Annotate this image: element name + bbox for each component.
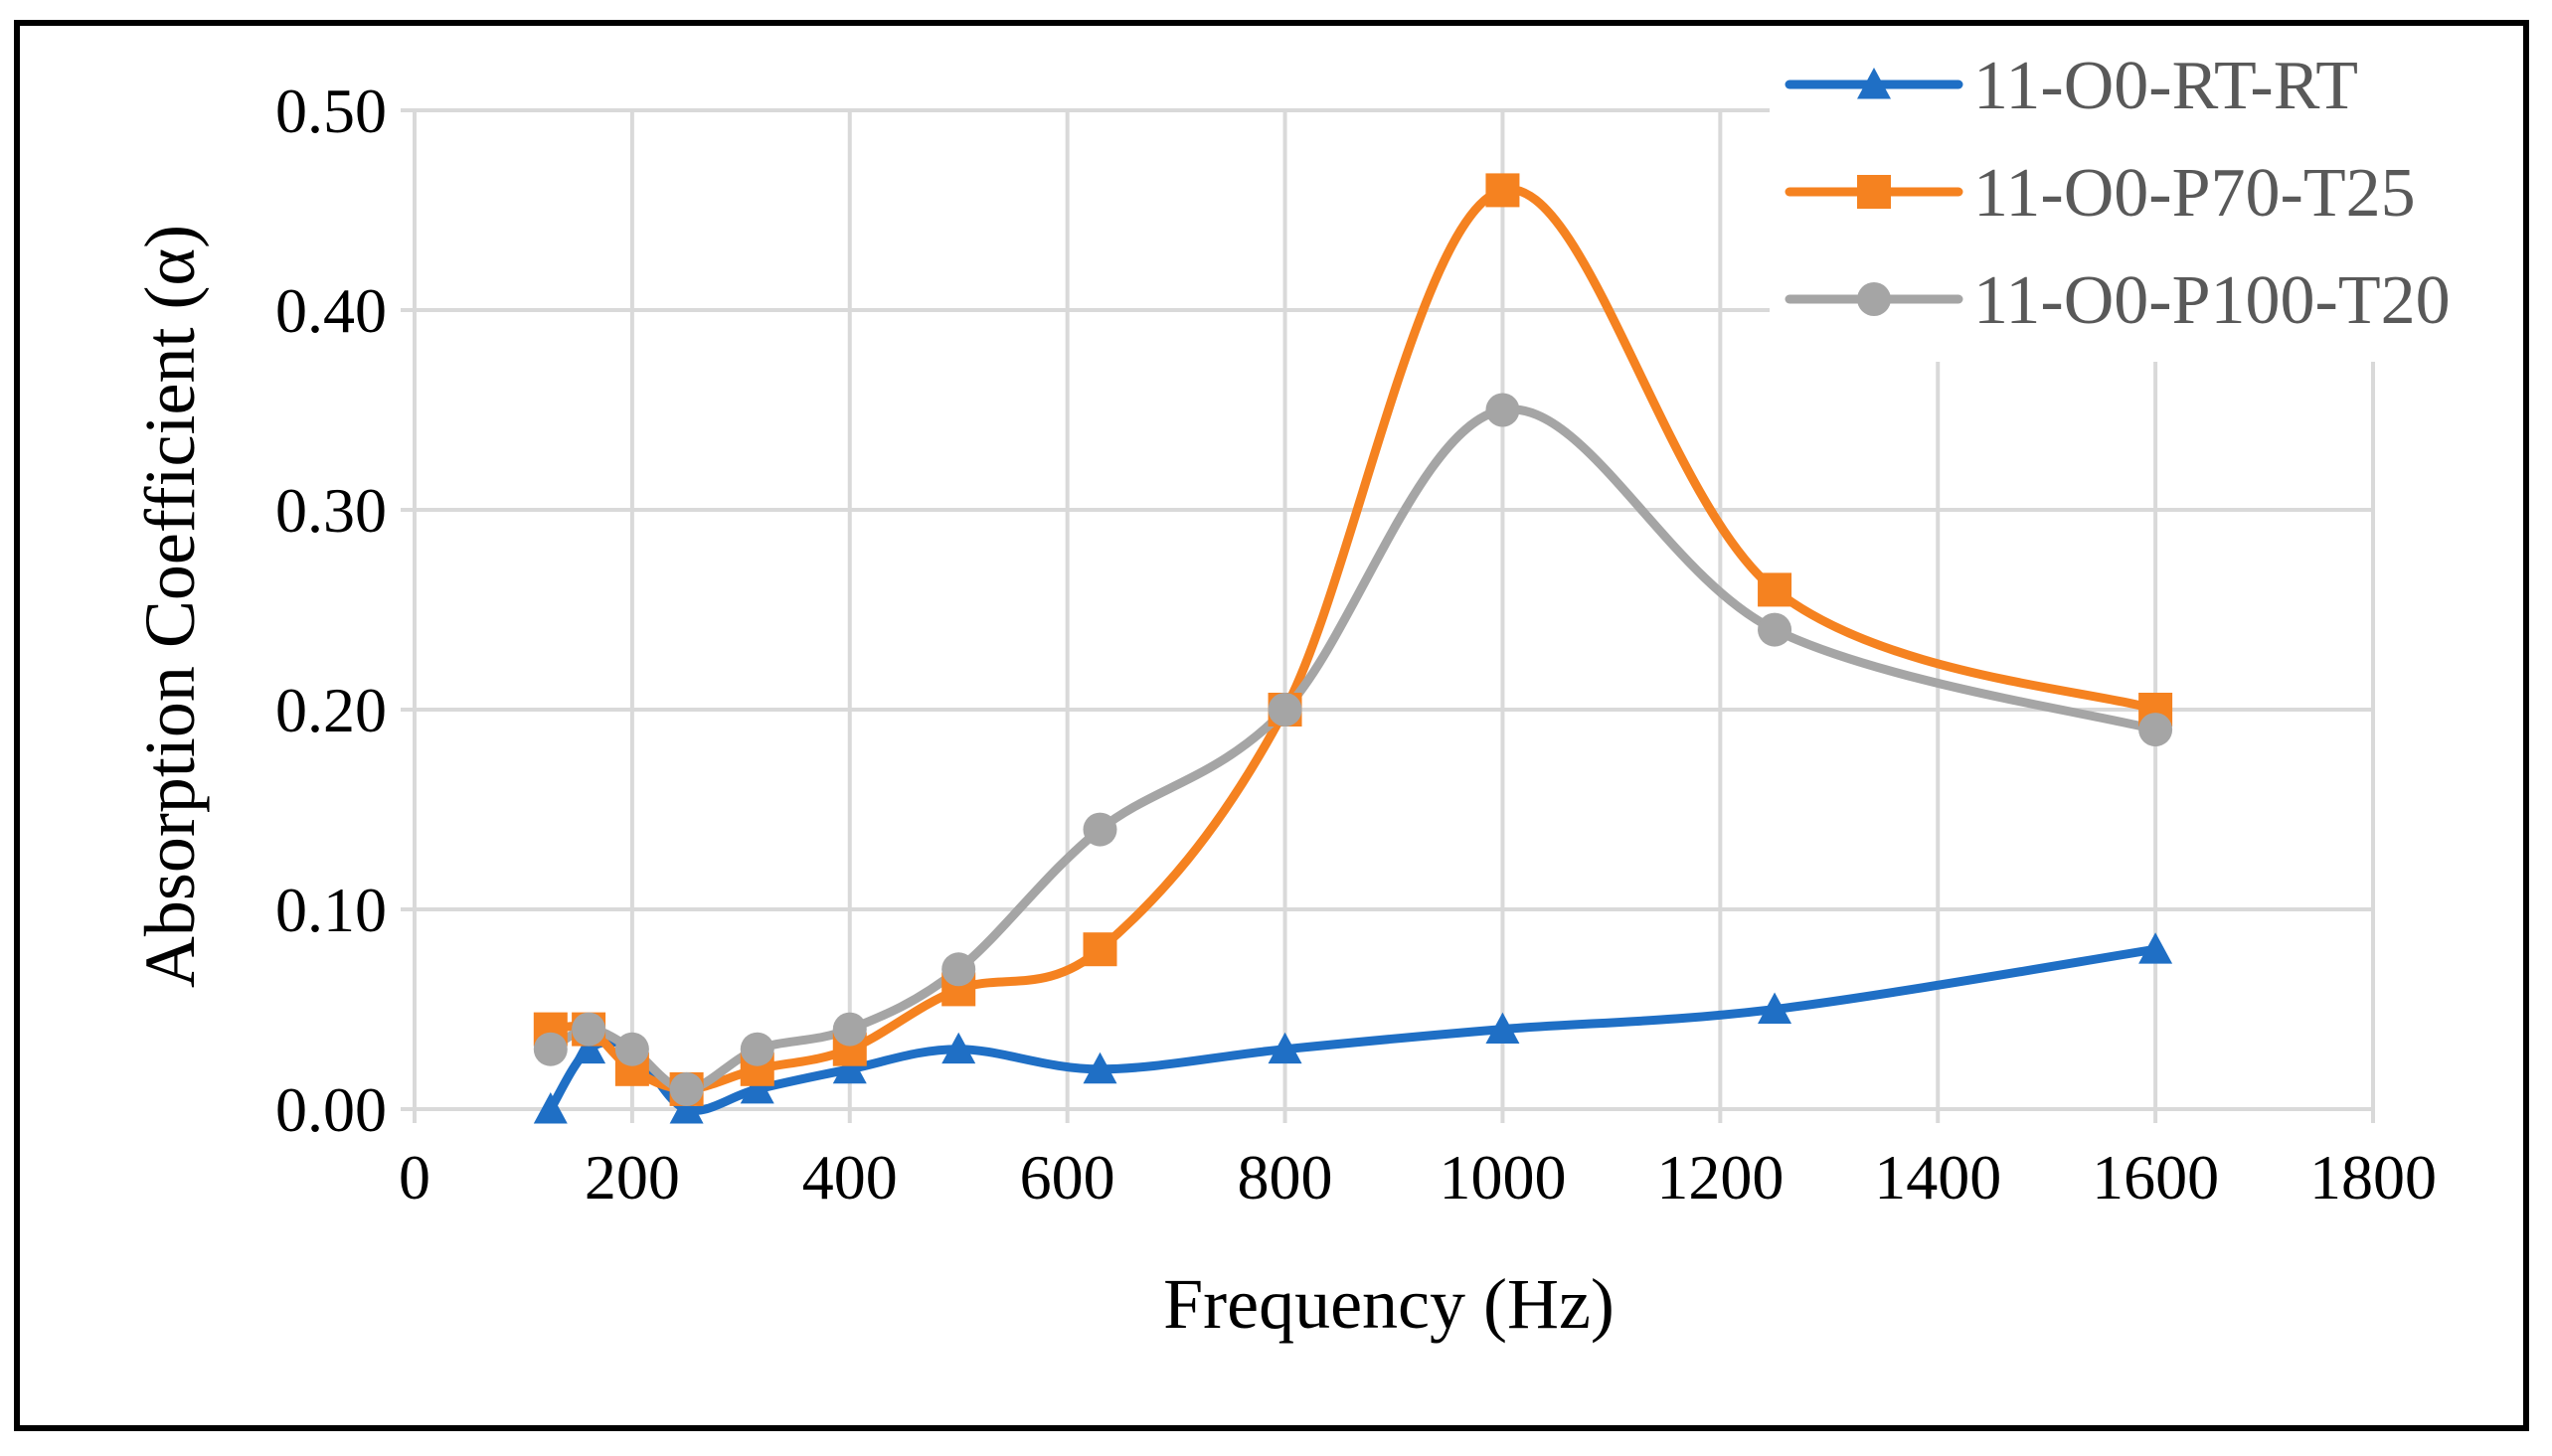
series-markers [533, 173, 2173, 1124]
data-point-series-3 [832, 1012, 867, 1047]
legend-label: 11-O0-RT-RT [1973, 48, 2358, 124]
series-line-1 [546, 944, 2160, 1115]
data-point-series-3 [614, 1032, 649, 1066]
data-point-series-1 [740, 1071, 774, 1104]
y-tick-label: 0.10 [275, 875, 387, 945]
square-legend-icon [1857, 175, 1891, 209]
data-point-series-1 [1485, 1012, 1520, 1045]
data-point-series-3 [533, 1032, 568, 1066]
data-point-series-3 [1758, 612, 1792, 647]
x-tick-label: 600 [1020, 1142, 1115, 1213]
legend-label: 11-O0-P100-T20 [1973, 262, 2451, 339]
y-tick-label: 0.50 [275, 76, 387, 146]
x-tick-label: 0 [399, 1142, 430, 1213]
axes [401, 108, 2375, 1123]
triangle-legend-icon [1857, 68, 1891, 99]
y-tick-label: 0.20 [275, 675, 387, 745]
data-point-series-2 [1485, 173, 1520, 208]
data-point-series-1 [669, 1092, 704, 1124]
data-point-series-3 [1485, 393, 1520, 427]
data-point-series-1 [832, 1052, 867, 1084]
data-point-series-3 [572, 1012, 606, 1047]
data-point-series-3 [669, 1071, 704, 1106]
y-axis-title: Absorption Coefficient (α) [130, 225, 210, 988]
x-axis-title: Frequency (Hz) [1163, 1264, 1615, 1344]
tick-labels: 0 200 400 600 800 1000 1200 1400 1600 1800 0.00 0.1… [275, 76, 2437, 1213]
x-tick-label: 800 [1238, 1142, 1333, 1213]
data-point-series-1 [1758, 992, 1792, 1024]
x-tick-label: 200 [585, 1142, 680, 1213]
data-point-series-3 [740, 1032, 774, 1066]
y-tick-label: 0.30 [275, 475, 387, 546]
y-tick-label: 0.00 [275, 1074, 387, 1145]
data-point-series-1 [2138, 932, 2173, 964]
data-point-series-1 [1083, 1052, 1117, 1084]
x-tick-label: 1000 [1439, 1142, 1566, 1213]
data-point-series-3 [941, 952, 976, 987]
data-point-series-2 [1758, 572, 1792, 607]
data-point-series-3 [1083, 812, 1117, 847]
legend: 11-O0-RT-RT 11-O0-P70-T25 11-O0-P100-T20 [1770, 34, 2505, 362]
data-point-series-3 [1268, 693, 1302, 727]
data-point-series-3 [2138, 713, 2173, 747]
data-point-series-1 [1268, 1032, 1302, 1064]
x-tick-label: 1600 [2092, 1142, 2219, 1213]
circle-legend-icon [1857, 282, 1891, 316]
x-tick-label: 1200 [1656, 1142, 1784, 1213]
y-tick-label: 0.40 [275, 275, 387, 346]
x-tick-label: 400 [802, 1142, 898, 1213]
x-tick-label: 1800 [2309, 1142, 2437, 1213]
data-point-series-1 [941, 1032, 976, 1064]
data-point-series-1 [533, 1092, 568, 1124]
x-tick-label: 1400 [1874, 1142, 2001, 1213]
legend-label: 11-O0-P70-T25 [1973, 155, 2416, 232]
data-point-series-2 [1083, 932, 1117, 967]
data-point-series-1 [572, 1032, 606, 1064]
